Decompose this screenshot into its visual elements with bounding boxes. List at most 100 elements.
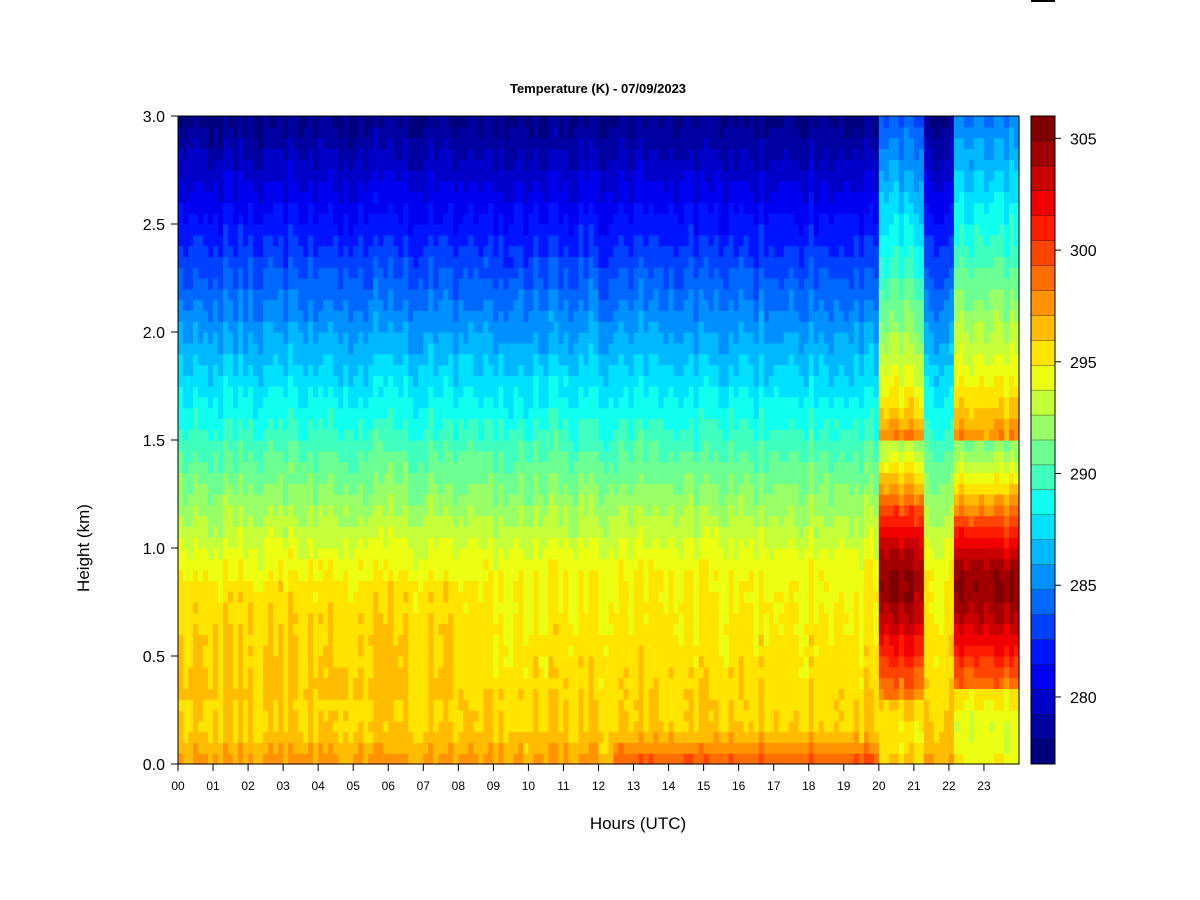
heatmap-cell [528, 288, 535, 301]
heatmap-cell [243, 634, 249, 646]
heatmap-cell [523, 634, 530, 646]
heatmap-cell [373, 688, 379, 700]
heatmap-cell [513, 731, 520, 743]
heatmap-cell [203, 450, 209, 463]
heatmap-cell [188, 558, 194, 571]
heatmap-cell [513, 126, 520, 139]
heatmap-cell [513, 753, 520, 765]
heatmap-cell [388, 353, 394, 365]
heatmap-cell [478, 137, 484, 149]
heatmap-cell [503, 126, 509, 139]
heatmap-cell [438, 245, 444, 257]
heatmap-cell [258, 731, 264, 743]
heatmap-cell [278, 234, 284, 247]
heatmap-cell [218, 688, 224, 700]
heatmap-cell [488, 440, 494, 452]
heatmap-cell [523, 288, 530, 301]
heatmap-cell [568, 148, 575, 160]
heatmap-cell [538, 591, 545, 603]
heatmap-cell [378, 278, 384, 290]
heatmap-cell [393, 224, 399, 236]
heatmap-cell [263, 623, 269, 635]
heatmap-cell [508, 148, 514, 160]
heatmap-cell [343, 137, 349, 149]
heatmap-cell [198, 450, 204, 463]
heatmap-cell [323, 386, 329, 398]
heatmap-cell [348, 429, 354, 441]
heatmap-cell [283, 148, 289, 160]
heatmap-cell [313, 245, 319, 257]
heatmap-cell [273, 364, 279, 376]
heatmap-cell [213, 375, 219, 387]
heatmap-cell [543, 731, 550, 743]
heatmap-cell [343, 645, 349, 657]
heatmap-cell [363, 666, 369, 679]
heatmap-cell [308, 569, 314, 581]
heatmap-cell [278, 742, 284, 754]
heatmap-cell [478, 386, 484, 398]
heatmap-cell [378, 202, 384, 214]
heatmap-cell [198, 137, 204, 149]
heatmap-cell [318, 386, 324, 398]
heatmap-cell [283, 677, 289, 689]
heatmap-cell [338, 720, 344, 733]
heatmap-cell [588, 353, 595, 365]
heatmap-cell [303, 310, 309, 322]
heatmap-cell [453, 353, 459, 365]
heatmap-cell [263, 137, 269, 149]
heatmap-cell [573, 364, 580, 376]
heatmap-cell [183, 159, 189, 171]
heatmap-cell [388, 634, 394, 646]
heatmap-cell [563, 364, 570, 376]
heatmap-cell [343, 710, 349, 722]
heatmap-cell [303, 526, 309, 538]
heatmap-cell [483, 699, 489, 711]
heatmap-cell [418, 569, 424, 581]
heatmap-cell [328, 634, 334, 646]
heatmap-cell [183, 656, 189, 668]
heatmap-cell [268, 742, 274, 754]
heatmap-cell [183, 440, 189, 452]
heatmap-cell [498, 332, 504, 344]
heatmap-cell [243, 126, 249, 139]
heatmap-cell [508, 353, 514, 365]
heatmap-cell [538, 602, 545, 614]
heatmap-cell [513, 537, 520, 549]
heatmap-cell [548, 386, 555, 398]
heatmap-cell [353, 256, 359, 268]
heatmap-cell [368, 623, 374, 635]
heatmap-cell [243, 710, 249, 722]
heatmap-cell [418, 699, 424, 711]
heatmap-cell [498, 645, 504, 657]
heatmap-cell [583, 191, 590, 203]
heatmap-cell [358, 591, 364, 603]
heatmap-cell [403, 710, 409, 722]
heatmap-cell [373, 623, 379, 635]
heatmap-cell [433, 666, 439, 679]
heatmap-cell [183, 202, 189, 214]
heatmap-cell [363, 375, 369, 387]
heatmap-cell [318, 548, 324, 560]
heatmap-cell [573, 461, 580, 473]
heatmap-cell [368, 321, 374, 333]
heatmap-cell [553, 494, 560, 506]
heatmap-cell [503, 720, 509, 733]
heatmap-cell [578, 483, 585, 495]
heatmap-cell [583, 558, 590, 571]
heatmap-cell [463, 504, 469, 517]
heatmap-cell [198, 548, 204, 560]
heatmap-cell [503, 234, 509, 247]
heatmap-cell [503, 472, 509, 484]
heatmap-cell [283, 202, 289, 214]
heatmap-cell [208, 288, 214, 301]
heatmap-cell [413, 612, 419, 625]
heatmap-cell [483, 116, 489, 128]
heatmap-cell [528, 440, 535, 452]
heatmap-cell [453, 515, 459, 527]
heatmap-cell [468, 731, 474, 743]
heatmap-cell [433, 245, 439, 257]
heatmap-cell [288, 591, 294, 603]
heatmap-cell [413, 180, 419, 193]
heatmap-cell [313, 742, 319, 754]
heatmap-cell [283, 569, 289, 581]
